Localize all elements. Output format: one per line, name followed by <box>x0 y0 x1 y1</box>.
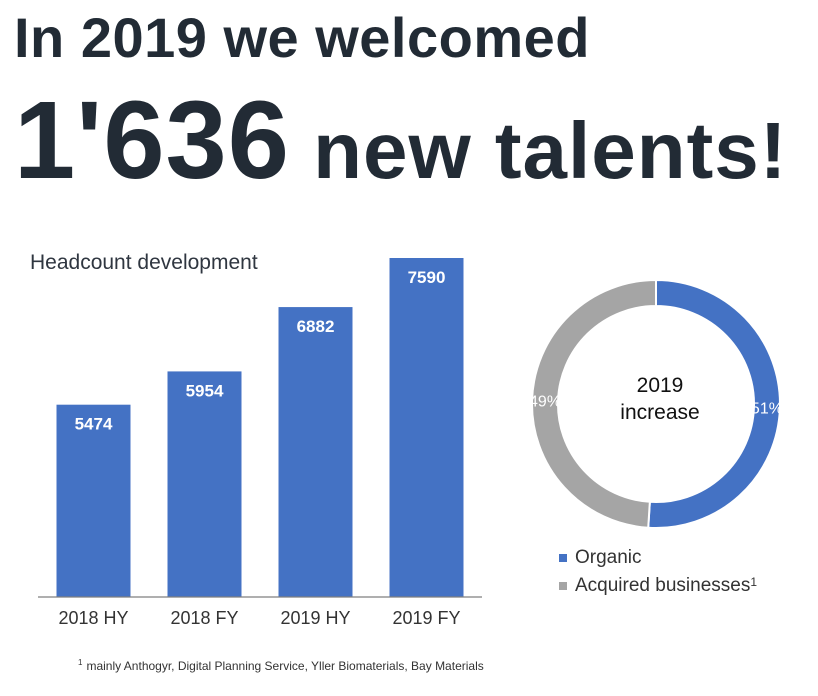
bar-2019-fy <box>389 258 464 597</box>
donut-center-line2: increase <box>620 401 700 424</box>
x-tick-label: 2018 HY <box>58 608 128 628</box>
x-tick-label: 2019 HY <box>280 608 350 628</box>
headline-number: 1'636 <box>14 79 290 202</box>
donut-slice-label: 49% <box>529 394 561 411</box>
legend-label-organic: Organic <box>575 547 642 568</box>
footnote: 1 mainly Anthogyr, Digital Planning Servi… <box>78 658 484 673</box>
footnote-mark: 1 <box>78 658 83 667</box>
legend-swatch-organic <box>559 554 567 562</box>
headline-rest: new talents! <box>289 106 788 195</box>
donut-legend: Organic Acquired businesses 1 <box>559 544 757 600</box>
donut-slice-acquired-businesses <box>531 278 657 529</box>
footnote-text: mainly Anthogyr, Digital Planning Servic… <box>86 659 484 673</box>
legend-footnote-mark: 1 <box>750 575 758 589</box>
x-tick-label: 2019 FY <box>392 608 460 628</box>
bar-2018-fy <box>167 371 242 597</box>
headline-line2: 1'636 new talents! <box>14 86 787 229</box>
bar-data-label: 6882 <box>297 317 335 336</box>
bar-data-label: 5954 <box>186 381 224 400</box>
headline-line1: In 2019 we welcomed <box>14 6 590 69</box>
bar-data-label: 5474 <box>75 415 113 434</box>
bar-2018-hy <box>56 404 131 597</box>
bar-2019-hy <box>278 307 353 597</box>
bar-data-label: 7590 <box>408 268 446 287</box>
legend-item-acquired: Acquired businesses 1 <box>559 572 757 600</box>
donut-center-line1: 2019 <box>636 374 684 397</box>
legend-item-organic: Organic <box>559 544 757 572</box>
donut-center-label: 2019 increase <box>580 372 740 426</box>
x-tick-label: 2018 FY <box>170 608 238 628</box>
legend-label-acquired: Acquired businesses <box>575 575 751 596</box>
bar-chart-title: Headcount development <box>30 251 258 274</box>
donut-slice-label: 51% <box>751 400 783 417</box>
legend-swatch-acquired <box>559 582 567 590</box>
